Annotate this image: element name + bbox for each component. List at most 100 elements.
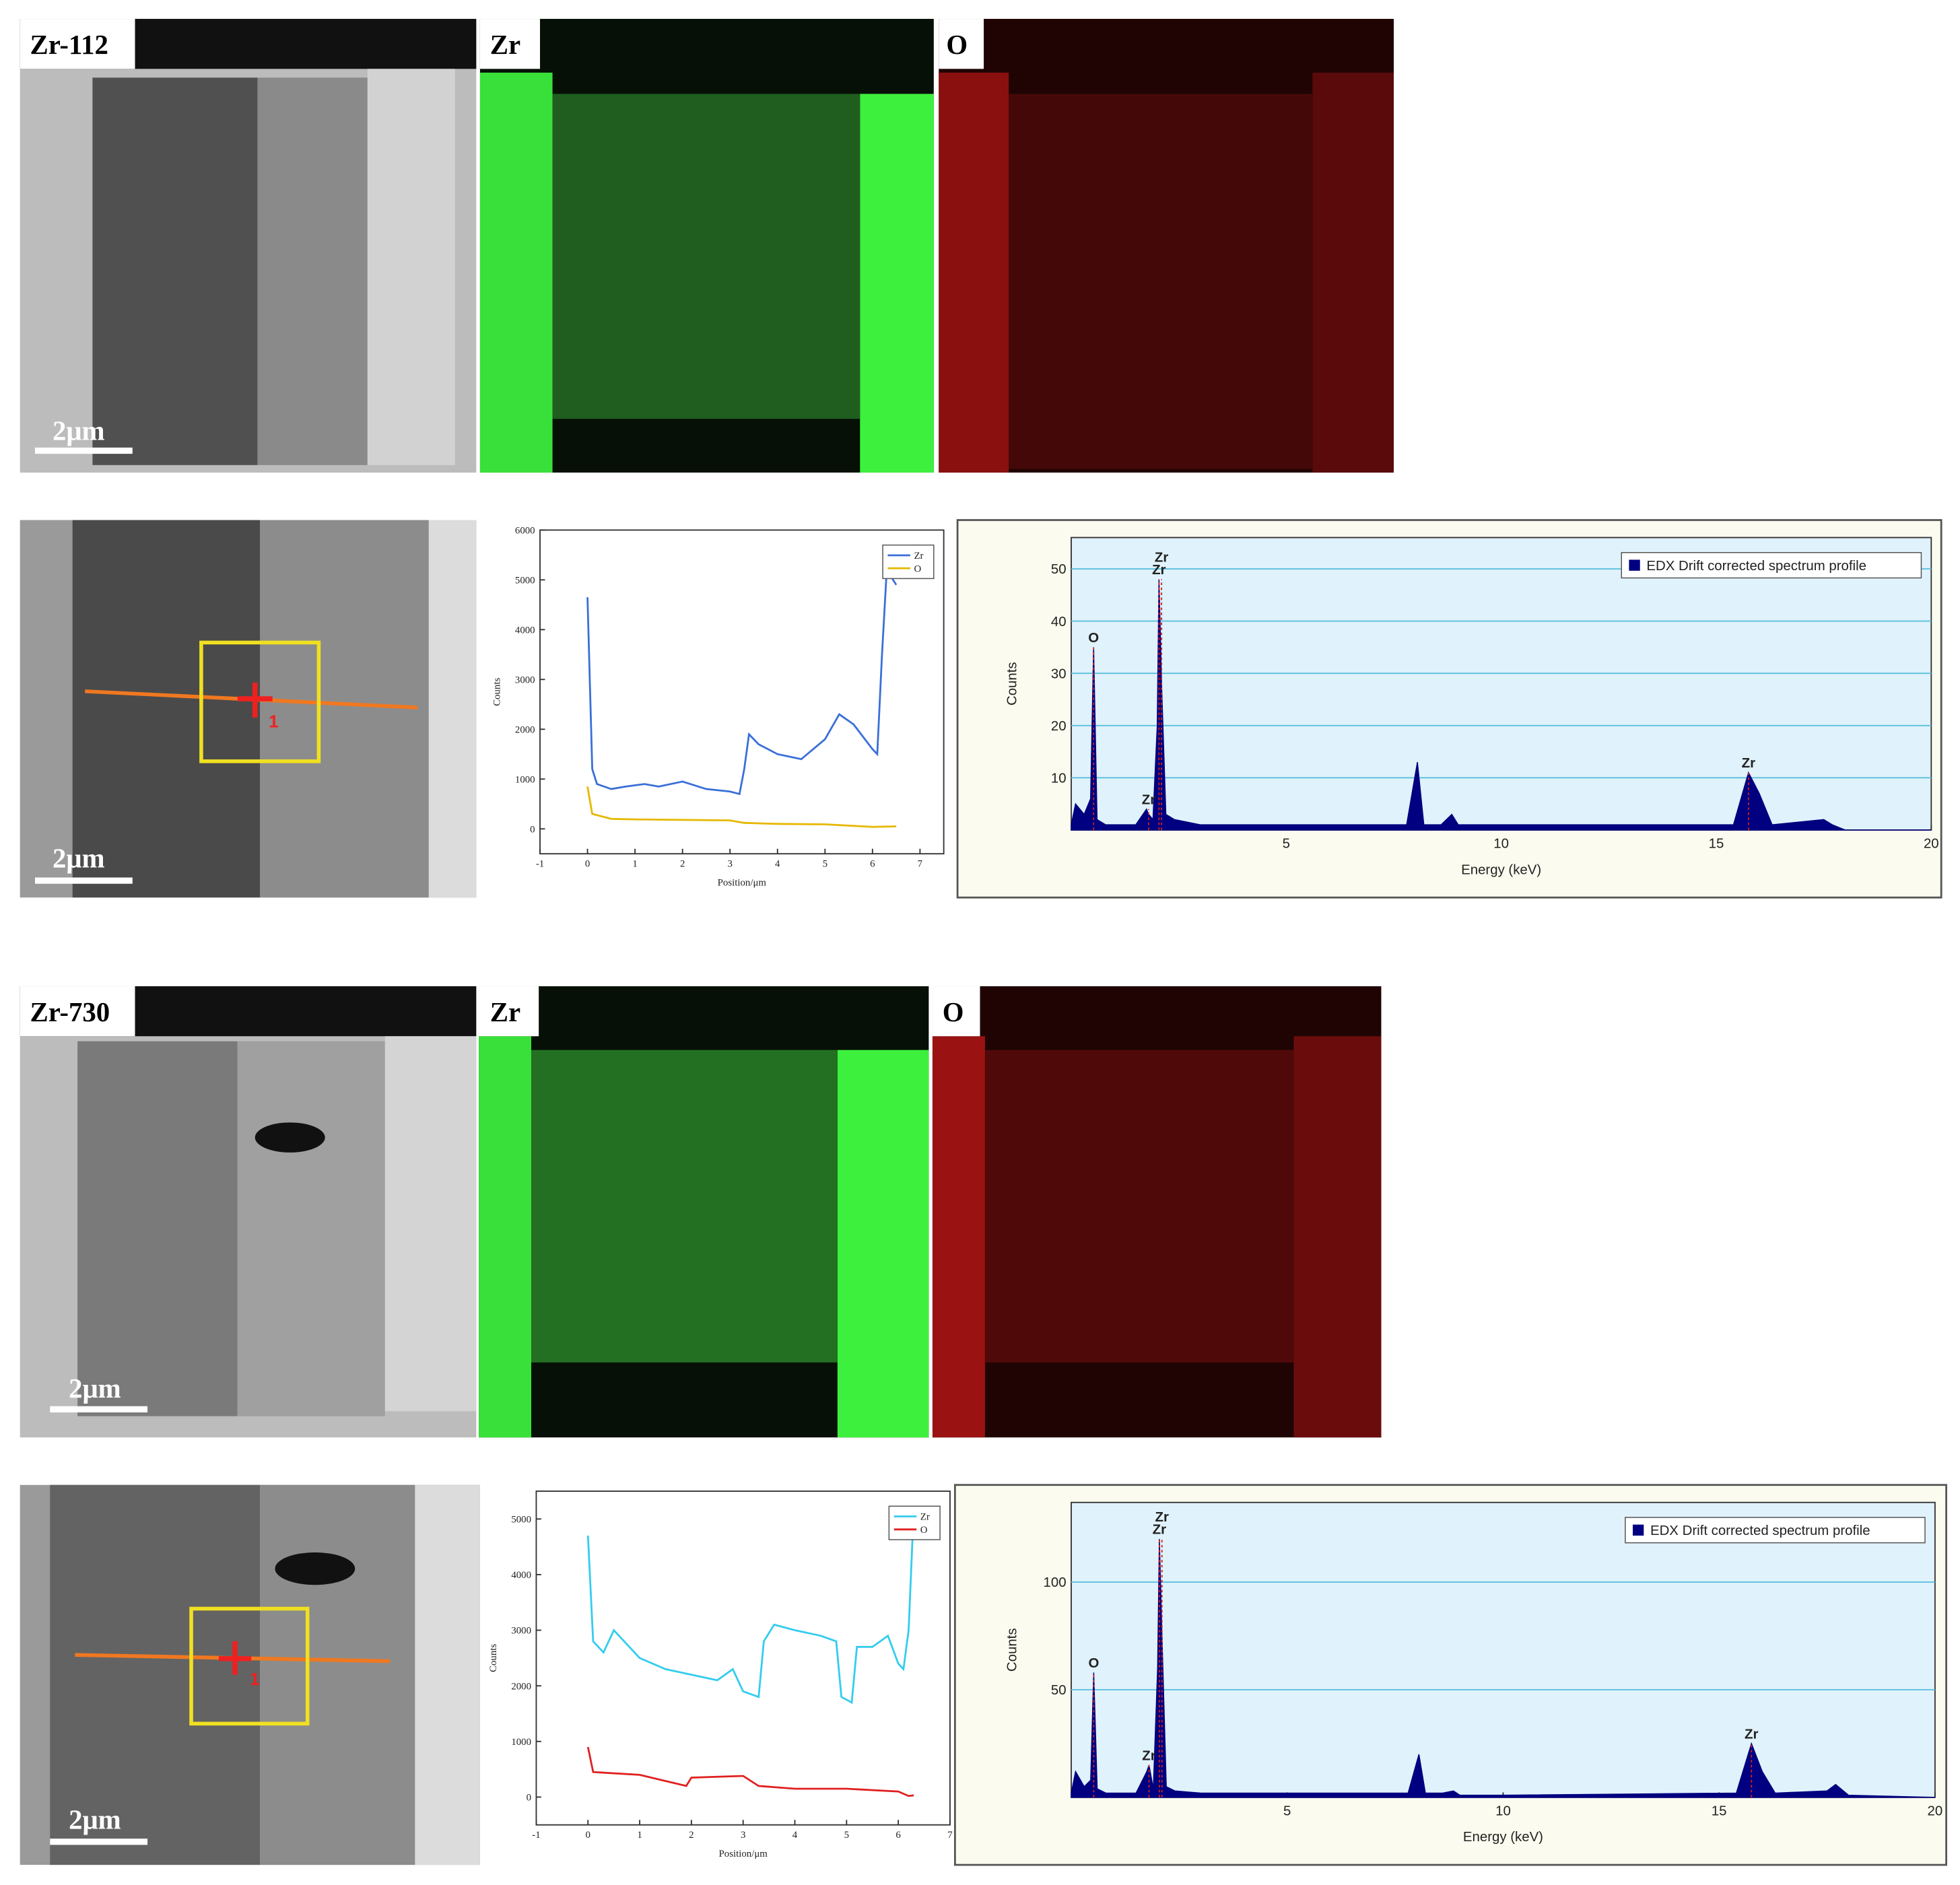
legend-box [888,1505,941,1540]
y-axis-label: Counts [1005,662,1019,706]
legend-label: O [920,1525,928,1536]
peak-label: O [1088,1656,1099,1671]
x-tick-label: 5 [1283,836,1290,851]
x-tick-label: 1 [637,1830,642,1841]
peak-label: Zr [1142,792,1155,807]
y-tick-label: 20 [1051,719,1067,734]
spectrum-area [1071,579,1932,831]
y-tick-label: 100 [1044,1575,1067,1590]
scale-label: 2μm [69,1804,121,1835]
legend-box [1625,1517,1926,1544]
peak-label: Zr [1742,756,1755,771]
x-tick-label: 6 [870,858,875,869]
legend-box [882,544,935,580]
map-label: O [946,30,968,60]
legend-box [1621,552,1922,579]
x-tick-label: 4 [775,858,780,869]
x-axis-label: Position/μm [719,1849,768,1859]
x-axis-label: Position/μm [718,878,767,889]
peak-label: Zr [1155,551,1168,566]
x-tick-label: 15 [1712,1804,1727,1818]
element-map: Zr [479,19,934,473]
peak-label: Zr [1152,563,1165,578]
sample-label: Zr-730 [30,997,110,1027]
x-tick-label: 5 [1283,1804,1291,1818]
x-tick-label: 20 [1924,836,1939,851]
peak-label: O [1088,631,1099,646]
x-tick-label: 1 [632,858,637,869]
micrograph: Zr-112 2μm [20,19,477,473]
y-tick-label: 1000 [515,774,535,785]
element-map: O [939,19,1394,473]
x-axis-label: Energy (keV) [1463,1830,1543,1845]
legend-label: O [914,563,921,574]
series-line [586,1746,914,1797]
peak-label: Zr [1142,1748,1155,1763]
sample-label: Zr-112 [30,30,108,60]
x-tick-label: 2 [680,858,685,869]
x-tick-label: 4 [792,1830,798,1841]
y-tick-label: 1000 [511,1737,531,1748]
y-tick-label: 10 [1051,771,1067,786]
y-tick-label: 50 [1051,1683,1067,1698]
point-label: 1 [250,1669,259,1689]
x-tick-label: 15 [1709,836,1724,851]
series-line [586,1507,915,1705]
map-label: O [943,997,964,1027]
map-label: Zr [490,30,520,60]
y-tick-label: 6000 [515,526,535,537]
y-tick-label: 30 [1051,666,1067,681]
y-tick-label: 2000 [515,724,535,735]
plot-area [535,1490,951,1826]
series-line [586,567,898,796]
x-tick-label: 2 [689,1830,694,1841]
y-tick-label: 40 [1051,615,1067,629]
plot-area [539,529,945,855]
legend-label: EDX Drift corrected spectrum profile [1646,559,1866,574]
x-tick-label: 5 [844,1830,849,1841]
plot-area [1071,537,1932,831]
plot-area [1071,1501,1936,1798]
y-axis-label: Counts [488,1644,499,1672]
x-tick-label: 10 [1493,836,1509,851]
y-tick-label: 3000 [511,1626,531,1637]
y-tick-label: 4000 [515,625,535,636]
y-tick-label: 5000 [511,1515,531,1526]
legend-label: Zr [914,551,923,561]
x-tick-label: 6 [895,1830,900,1841]
scale-label: 2μm [53,844,105,874]
scale-label: 2μm [53,416,105,446]
y-tick-label: 50 [1051,562,1067,577]
x-tick-label: 0 [585,858,590,869]
legend-label: EDX Drift corrected spectrum profile [1650,1523,1870,1538]
series-line [586,786,897,828]
element-map: Zr [479,986,929,1438]
x-tick-label: 3 [727,858,732,869]
x-tick-label: 10 [1495,1804,1511,1818]
x-tick-label: 7 [918,858,922,869]
legend-swatch [1632,1524,1644,1536]
legend-label: Zr [920,1512,930,1523]
element-map: O [932,986,1382,1438]
x-tick-label: -1 [532,1830,540,1841]
y-tick-label: 4000 [511,1570,531,1581]
map-label: Zr [490,997,520,1027]
peak-label: Zr [1155,1510,1169,1525]
point-label: 1 [269,712,278,732]
micrograph: Zr-730 2μm [20,986,477,1438]
x-tick-label: 7 [947,1830,952,1841]
y-axis-label: Counts [492,678,503,706]
scale-label: 2μm [69,1373,121,1404]
y-tick-label: 2000 [511,1681,531,1692]
y-tick-label: 0 [527,1793,531,1804]
x-tick-label: 0 [586,1830,590,1841]
x-tick-label: 5 [823,858,827,869]
y-tick-label: 5000 [515,576,535,586]
micrograph: 1 2μm [20,520,477,898]
x-tick-label: -1 [536,858,544,869]
y-tick-label: 0 [530,824,535,835]
y-axis-label: Counts [1005,1628,1019,1672]
x-axis-label: Energy (keV) [1461,862,1541,877]
y-tick-label: 3000 [515,675,535,685]
